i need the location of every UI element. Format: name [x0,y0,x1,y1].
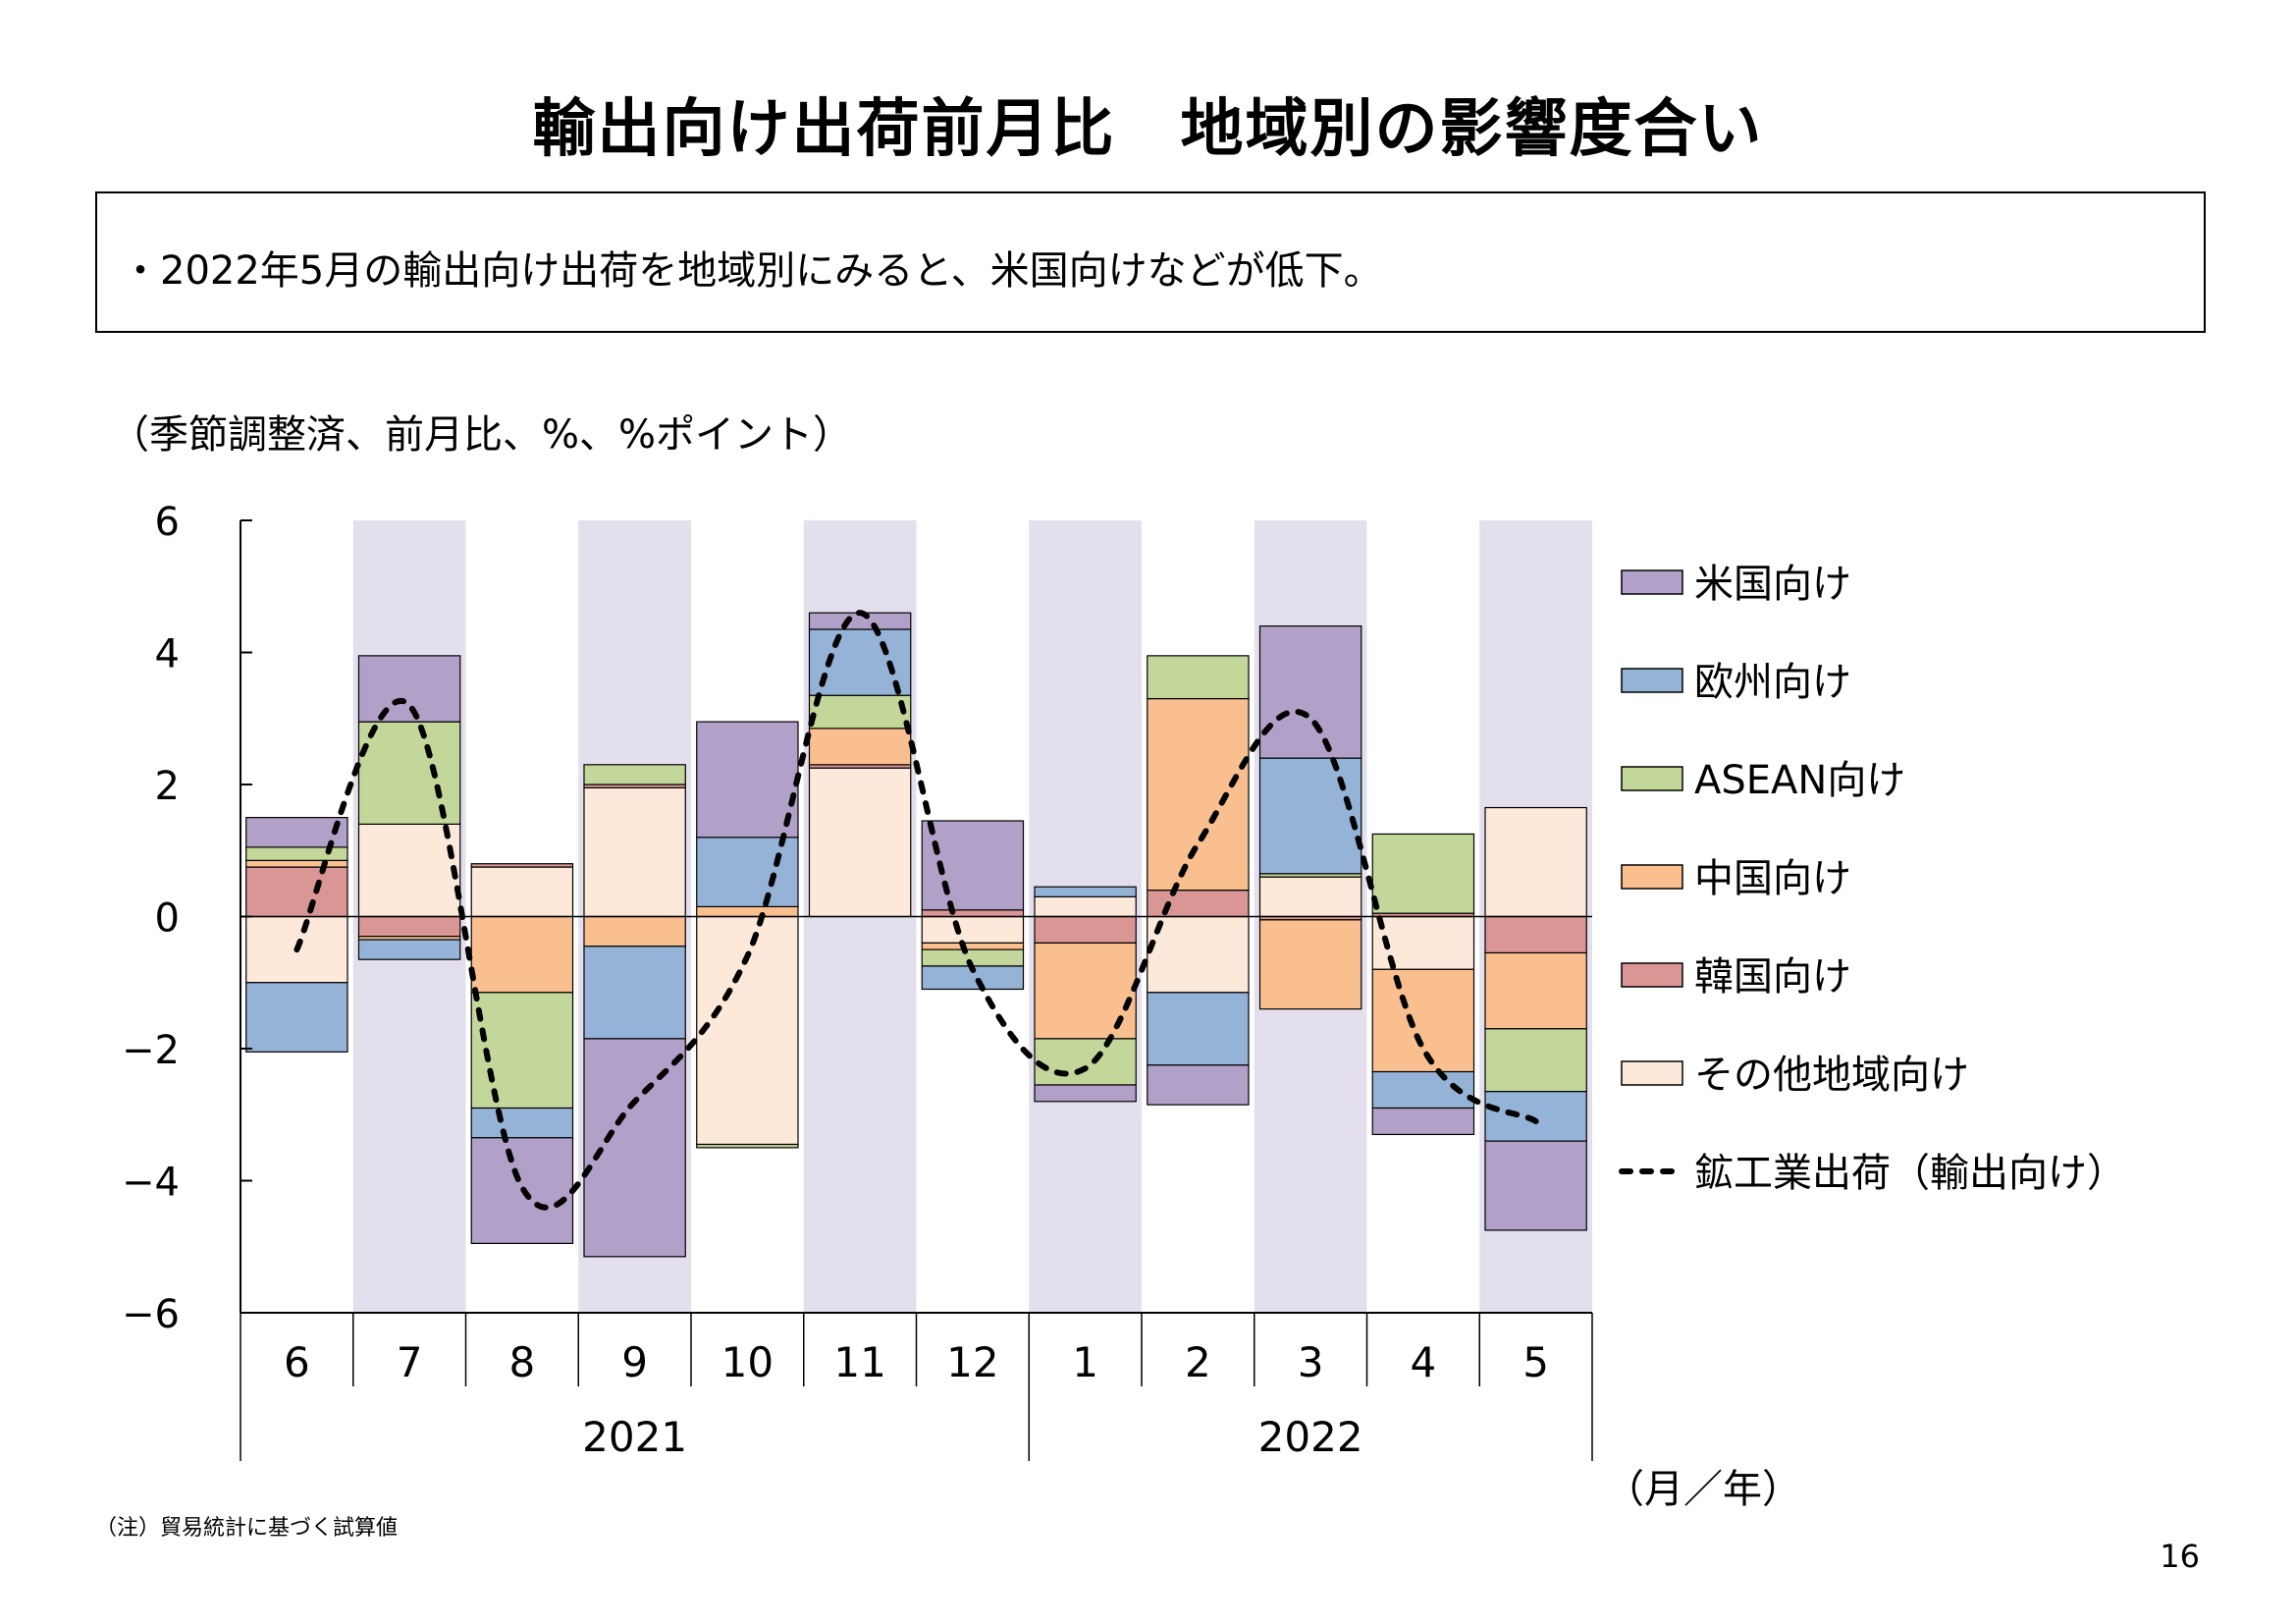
x-tick-label: 9 [621,1338,648,1386]
bar-segment [470,863,574,868]
bar-segment [696,1143,799,1149]
bar-segment [583,915,686,947]
bar-segment [357,655,461,723]
bar-segment [470,915,574,994]
bar-segment [1484,915,1587,954]
bar-segment [357,823,461,918]
bar-segment [470,1107,574,1139]
bars [245,612,1587,1258]
bar-segment [921,942,1025,950]
bar-segment [921,909,1025,918]
legend-swatch [1621,1060,1683,1086]
x-tick-label: 1 [1072,1338,1098,1386]
bar-segment [1034,915,1137,944]
bar-segment [1484,1028,1587,1093]
x-tick-label: 5 [1522,1338,1549,1386]
y-tick-label: −2 [122,1028,180,1073]
legend-swatch [1621,569,1683,595]
legend-label: ASEAN向け [1694,758,1905,803]
bar-segment [245,817,348,848]
bar-segment [1484,806,1587,918]
bar-segment [808,694,912,730]
x-tick-label: 4 [1411,1338,1437,1386]
bar-segment [245,859,348,868]
bar-segment [921,915,1025,944]
legend-swatch [1621,962,1683,988]
y-tick-label: 6 [155,500,180,545]
bar-segment [1147,697,1250,892]
year-label: 2021 [582,1413,687,1461]
page-number: 16 [2160,1538,2200,1575]
bar-segment [808,728,912,766]
x-unit-label: （月／年） [1605,1467,1801,1512]
x-tick-label: 11 [833,1338,885,1386]
summary-text: ・2022年5月の輸出向け出荷を地域別にみると、米国向けなどが低下。 [121,248,1383,294]
bar-segment [808,767,912,918]
page-title: 輸出向け出荷前月比 地域別の影響度合い [532,93,1764,166]
summary-box: ・2022年5月の輸出向け出荷を地域別にみると、米国向けなどが低下。 [95,191,2206,333]
bar-segment [696,837,799,908]
bar-segment [1147,1064,1250,1106]
legend-label: 中国向け [1694,856,1851,901]
legend-swatch [1621,668,1683,693]
y-tick-label: 0 [155,896,180,942]
bar-segment [1258,624,1362,759]
x-tick-label: 8 [509,1338,536,1386]
bar-segment [1147,655,1250,700]
bar-segment [921,820,1025,911]
legend-swatch [1621,864,1683,890]
bar-segment [357,939,461,960]
bar-segment [1034,895,1137,918]
bar-segment [357,915,461,938]
footnote: （注）貿易統計に基づく試算値 [95,1516,399,1541]
bar-segment [1484,1140,1587,1231]
legend-label: 韓国向け [1694,954,1851,1000]
bar-segment [1258,757,1362,875]
bar-segment [1258,919,1362,1010]
bar-segment [583,946,686,1040]
bar-segment [1034,1038,1137,1086]
legend-label: 鉱工業出荷（輸出向け） [1694,1151,2126,1196]
bar-segment [1371,968,1475,1073]
y-tick-label: 4 [155,632,180,677]
x-tick-label: 3 [1298,1338,1324,1386]
bar-segment [245,846,348,861]
bar-segment [245,982,348,1053]
y-tick-label: 2 [155,764,180,809]
bar-segment [696,915,799,1146]
legend-label: 欧州向け [1694,660,1851,705]
x-tick-label: 6 [284,1338,310,1386]
bar-segment [696,721,799,839]
year-label: 2022 [1258,1413,1363,1461]
legend-label: 米国向け [1694,562,1851,607]
bar-segment [245,866,348,918]
bar-segment [1147,915,1250,994]
bar-segment [1147,992,1250,1066]
x-tick-label: 2 [1185,1338,1211,1386]
bar-segment [1484,951,1587,1030]
legend-label: その他地域向け [1694,1053,1969,1098]
bar-segment [583,786,686,918]
x-tick-label: 12 [946,1338,998,1386]
bar-segment [696,905,799,918]
x-tick-label: 10 [721,1338,774,1386]
x-tick-label: 7 [397,1338,423,1386]
bar-segment [1034,1084,1137,1103]
bar-segment [1484,1091,1587,1142]
legend-swatch [1621,766,1683,791]
bar-segment [1371,833,1475,914]
y-tick-label: −4 [122,1161,180,1206]
bar-segment [583,764,686,785]
bar-segment [1371,1107,1475,1136]
y-tick-label: −6 [122,1292,180,1337]
unit-note: （季節調整済、前月比、%、%ポイント） [110,412,853,458]
bar-segment [470,866,574,918]
bar-segment [1034,886,1137,897]
bar-segment [1258,876,1362,918]
